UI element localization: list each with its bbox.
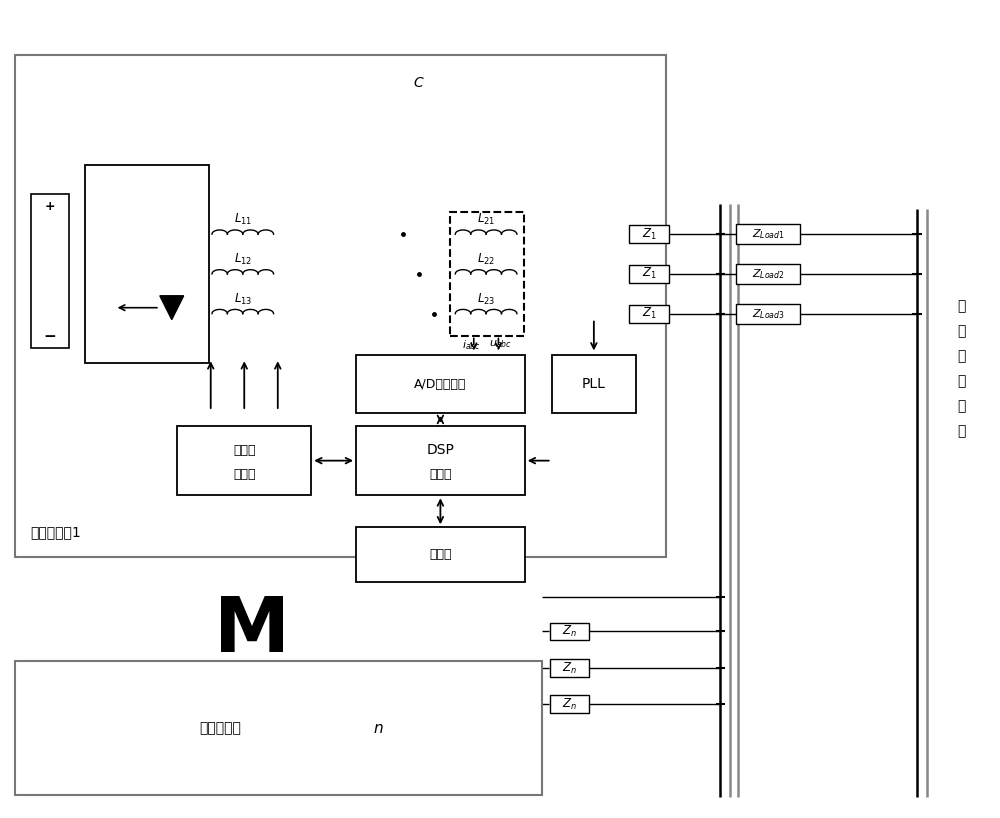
Bar — [629, 305, 669, 322]
Text: 三相逆变器1: 三相逆变器1 — [30, 525, 81, 539]
Bar — [736, 303, 800, 324]
Text: 微
网
交
流
母
线: 微 网 交 流 母 线 — [958, 299, 966, 438]
Bar — [356, 355, 525, 413]
Bar — [629, 265, 669, 283]
Bar — [31, 195, 69, 348]
Bar — [550, 695, 589, 713]
Text: $L_{11}$: $L_{11}$ — [234, 212, 252, 227]
Text: M: M — [214, 595, 290, 668]
Bar — [550, 659, 589, 677]
Bar — [550, 622, 589, 640]
Text: DSP: DSP — [426, 443, 454, 457]
Text: 护电路: 护电路 — [233, 468, 255, 481]
Text: $Z_n$: $Z_n$ — [562, 696, 577, 712]
Text: $n$: $n$ — [373, 721, 384, 736]
Text: $Z_1$: $Z_1$ — [642, 267, 656, 281]
Bar — [736, 224, 800, 244]
Text: $L_{23}$: $L_{23}$ — [477, 291, 495, 307]
Text: $Z_{Load1}$: $Z_{Load1}$ — [752, 227, 785, 241]
Text: 驱动保: 驱动保 — [233, 443, 255, 456]
Bar — [450, 213, 524, 335]
Text: $Z_1$: $Z_1$ — [642, 227, 656, 242]
Text: 三相逆变器: 三相逆变器 — [200, 721, 241, 735]
Text: $Z_n$: $Z_n$ — [562, 661, 577, 676]
Bar — [736, 264, 800, 284]
Text: +: + — [45, 200, 55, 213]
Text: $u_{abc}$: $u_{abc}$ — [489, 339, 512, 350]
Text: A/D采样电路: A/D采样电路 — [414, 378, 467, 391]
Text: $Z_1$: $Z_1$ — [642, 306, 656, 321]
Bar — [356, 426, 525, 496]
Text: $C$: $C$ — [413, 76, 424, 90]
Text: 触摸屏: 触摸屏 — [429, 548, 452, 561]
Text: $L_{13}$: $L_{13}$ — [234, 291, 252, 307]
Bar — [85, 164, 209, 363]
Bar — [629, 225, 669, 243]
Bar — [356, 527, 525, 582]
Text: $L_{22}$: $L_{22}$ — [477, 252, 495, 267]
Text: $L_{21}$: $L_{21}$ — [477, 212, 495, 227]
Bar — [552, 355, 636, 413]
Text: $Z_{Load3}$: $Z_{Load3}$ — [752, 307, 785, 321]
Text: $i_{abc}$: $i_{abc}$ — [462, 339, 481, 353]
Text: PLL: PLL — [582, 377, 606, 391]
Text: $L_{12}$: $L_{12}$ — [234, 252, 252, 267]
Bar — [15, 56, 666, 557]
Text: $Z_n$: $Z_n$ — [562, 624, 577, 639]
Text: 控制器: 控制器 — [429, 468, 452, 481]
Text: −: − — [44, 329, 56, 344]
Bar — [15, 661, 542, 795]
Polygon shape — [160, 296, 184, 320]
Text: $Z_{Load2}$: $Z_{Load2}$ — [752, 267, 785, 281]
Bar — [177, 426, 311, 496]
